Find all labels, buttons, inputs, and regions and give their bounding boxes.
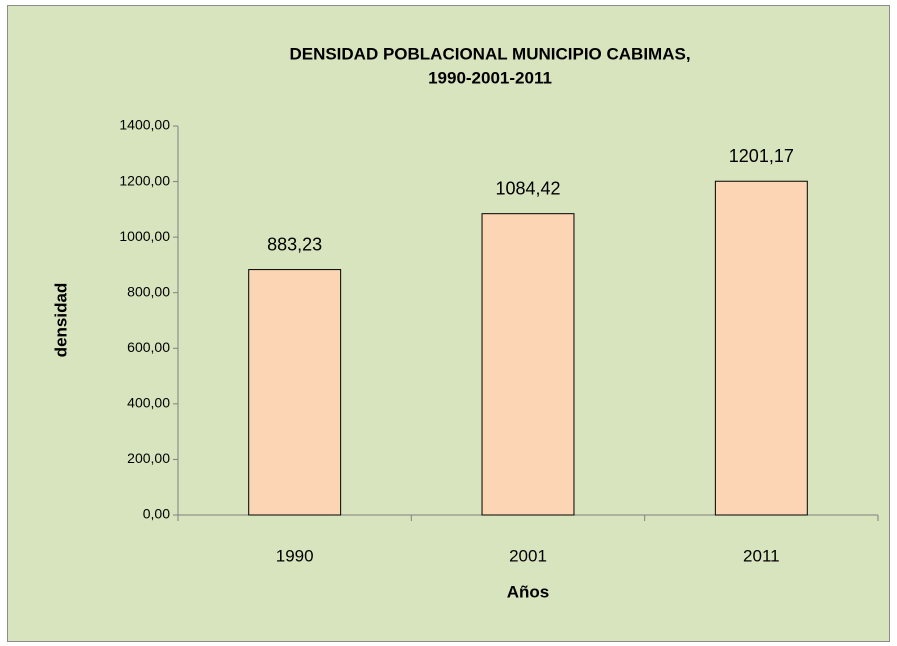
y-tick-label: 400,00 bbox=[127, 395, 170, 411]
bar bbox=[714, 180, 808, 516]
y-tick-label: 1200,00 bbox=[119, 172, 170, 188]
y-tick-label: 600,00 bbox=[127, 339, 170, 355]
y-tick-label: 1400,00 bbox=[119, 117, 170, 133]
chart-title: 1990-2001-2011 bbox=[428, 68, 552, 87]
x-tick-label: 2001 bbox=[509, 546, 547, 565]
y-tick-label: 0,00 bbox=[143, 506, 170, 522]
bar bbox=[481, 213, 575, 516]
value-label: 1084,42 bbox=[495, 178, 560, 198]
y-tick-label: 800,00 bbox=[127, 283, 170, 299]
value-label: 1201,17 bbox=[729, 146, 794, 166]
x-tick-label: 2011 bbox=[743, 546, 780, 565]
x-tick-label: 1990 bbox=[276, 546, 314, 565]
y-axis-label: densidad bbox=[51, 283, 70, 358]
value-label: 883,23 bbox=[267, 234, 322, 254]
y-tick-label: 200,00 bbox=[127, 450, 170, 466]
x-axis-label: Años bbox=[507, 582, 550, 601]
y-tick-label: 1000,00 bbox=[119, 228, 170, 244]
chart-title: DENSIDAD POBLACIONAL MUNICIPIO CABIMAS, bbox=[289, 44, 690, 63]
bar bbox=[248, 269, 342, 516]
